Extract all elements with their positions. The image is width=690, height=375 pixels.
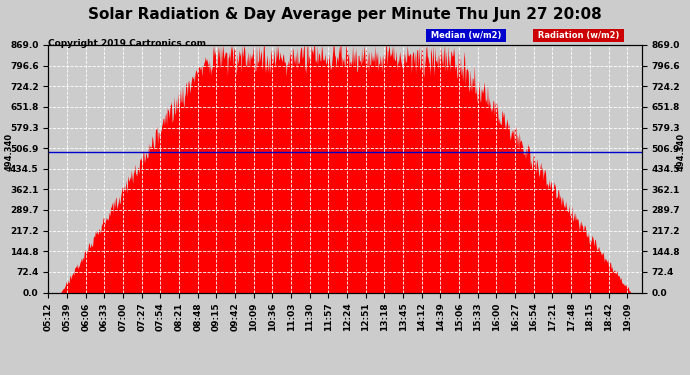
Text: Solar Radiation & Day Average per Minute Thu Jun 27 20:08: Solar Radiation & Day Average per Minute… — [88, 8, 602, 22]
Text: 494.340: 494.340 — [5, 133, 14, 171]
Text: 494.340: 494.340 — [676, 133, 685, 171]
Text: Median (w/m2): Median (w/m2) — [428, 31, 504, 40]
Text: Copyright 2019 Cartronics.com: Copyright 2019 Cartronics.com — [48, 39, 206, 48]
Text: Radiation (w/m2): Radiation (w/m2) — [535, 31, 622, 40]
